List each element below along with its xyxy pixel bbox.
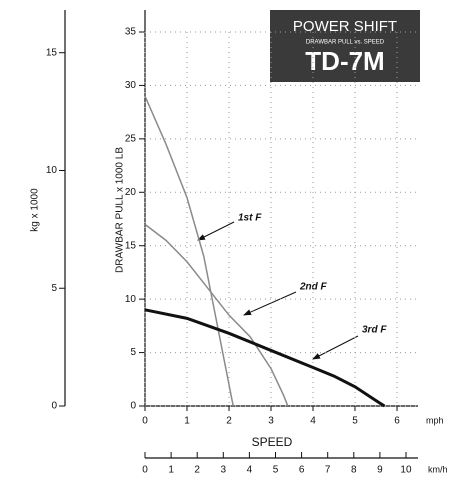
line-series [144, 308, 386, 408]
chart-subtitle: DRAWBAR PULL vs. SPEED [306, 40, 385, 46]
x2-tick-label: 4 [247, 465, 253, 476]
x2-unit: km/h [428, 464, 448, 474]
x-unit: mph [426, 415, 444, 425]
x2-tick-label: 9 [377, 465, 383, 476]
y2-tick-label: 5 [51, 283, 57, 294]
title-notch [240, 10, 270, 105]
y-tick-label: 25 [125, 133, 137, 144]
y-axis-label: DRAWBAR PULL x 1000 LB [115, 147, 126, 273]
x-tick-label: 1 [184, 416, 190, 427]
y-tick-label: 35 [125, 27, 137, 38]
x-tick-label: 5 [352, 416, 358, 427]
x-tick-label: 0 [142, 416, 148, 427]
annotation: 1st F [238, 213, 262, 224]
y-tick-label: 0 [130, 401, 136, 412]
y-tick-label: 30 [125, 80, 137, 91]
annotation: 3rd F [362, 325, 387, 336]
y2-axis-label: kg x 1000 [30, 188, 41, 232]
y-tick-label: 5 [130, 347, 136, 358]
x2-tick-label: 2 [194, 465, 200, 476]
x-tick-label: 4 [310, 416, 316, 427]
x2-tick-label: 8 [351, 465, 357, 476]
line-series [144, 95, 234, 407]
annotation-arrow [312, 335, 359, 360]
y-tick-label: 20 [125, 187, 137, 198]
x2-tick-label: 6 [299, 465, 305, 476]
y2-tick-label: 10 [46, 165, 58, 176]
x-axis-label: SPEED [252, 435, 293, 449]
x2-tick-label: 5 [273, 465, 279, 476]
x2-tick-label: 10 [400, 465, 412, 476]
annotation-arrow [243, 291, 297, 316]
line-series [144, 223, 289, 407]
x2-tick-label: 0 [142, 465, 148, 476]
x2-tick-label: 7 [325, 465, 331, 476]
x-tick-label: 6 [394, 416, 400, 427]
chart-title: POWER SHIFT [293, 18, 397, 35]
y-tick-label: 15 [125, 240, 137, 251]
x-tick-label: 2 [226, 416, 232, 427]
y-tick-label: 10 [125, 294, 137, 305]
x2-tick-label: 1 [168, 465, 174, 476]
x2-tick-label: 3 [221, 465, 227, 476]
y2-tick-label: 15 [46, 47, 58, 58]
x-tick-label: 3 [268, 416, 274, 427]
model-name: TD-7M [305, 46, 384, 76]
y2-tick-label: 0 [51, 401, 57, 412]
annotation-arrow [197, 221, 235, 241]
